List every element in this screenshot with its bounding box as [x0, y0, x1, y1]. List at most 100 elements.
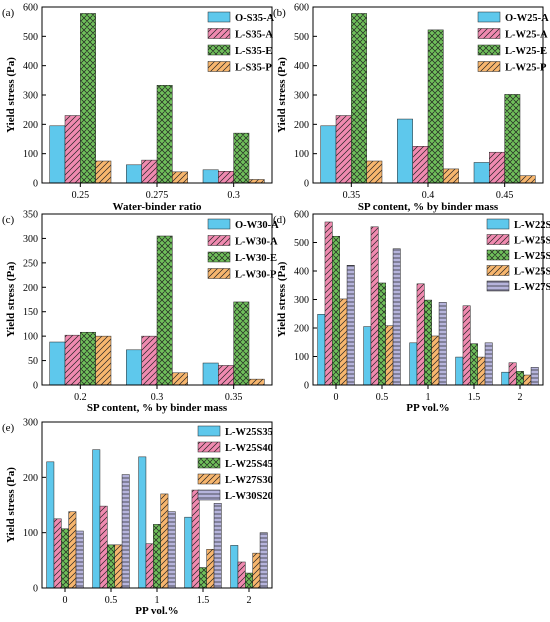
bar-L-S35-E-0.3: [233, 132, 250, 184]
bar-L-W27S30-0: [68, 511, 77, 589]
y-tick-label: 600: [23, 3, 38, 14]
legend-label: L-W25S40: [514, 251, 550, 262]
legend-label: L-S35-P: [235, 63, 272, 74]
chart-panel-4: 0 100 200 300 0 0.5 1 1.5 2 PP vol.% Yield stress …: [2, 418, 273, 618]
bar-L-W25-E-0.4: [427, 29, 444, 184]
legend-swatch: [486, 249, 510, 261]
bar-L-W25-A-0.4: [412, 146, 429, 184]
bar-L-W25S40-0.5: [99, 505, 108, 589]
legend-swatch: [207, 268, 231, 279]
bar-L-W25S40-1.5: [470, 343, 478, 386]
panel-label: (b): [273, 7, 286, 19]
bar-L-W27S30-1: [438, 302, 447, 386]
bar-L-S35-P-0.3: [248, 179, 265, 184]
bar-O-W25-A-0.45: [473, 162, 490, 184]
bar-L-W25S35-0.5: [92, 449, 101, 589]
y-tick-label: 400: [294, 267, 309, 278]
bar-L-W25S40-0: [53, 518, 62, 589]
y-tick-label: 600: [294, 3, 309, 14]
legend-label: O-S35-A: [235, 13, 275, 24]
bar-L-W25S40-2: [237, 561, 246, 589]
panel-label: (d): [273, 214, 286, 226]
bar-L-S35-P-0.275: [172, 171, 188, 184]
legend-label: L-S35-E: [235, 46, 272, 57]
y-axis-label: Yield stress (Pa): [5, 261, 17, 337]
legend-swatch: [477, 28, 501, 39]
bar-L-W25S35-0: [324, 221, 333, 386]
legend-label: L-W25S45: [514, 267, 550, 278]
bar-L-W27S30-0: [346, 265, 355, 386]
bar-L-W25-P-0.45: [519, 175, 536, 184]
bar-O-W30-A-0.35: [202, 362, 219, 386]
bar-O-S35-A-0.275: [126, 164, 142, 184]
y-tick-label: 400: [294, 61, 309, 72]
bar-L-W25S40-0.5: [378, 282, 386, 386]
legend-label: L-W25-E: [505, 46, 547, 57]
x-tick-label: 0.35: [343, 190, 361, 201]
x-tick-label: 1.5: [468, 392, 481, 403]
bar-L-W25S45-1.5: [477, 356, 486, 386]
x-tick-label: 0.4: [422, 190, 435, 201]
x-tick-label: 1: [426, 392, 431, 403]
legend-label: L-W25S45: [225, 459, 273, 470]
bar-L-W25-E-0.45: [504, 94, 521, 184]
bar-L-W25S45-0: [339, 298, 348, 386]
y-tick-label: 0: [304, 179, 309, 190]
y-axis-label: Yield stress (Pa): [276, 57, 288, 133]
bar-L-W25S45-1: [153, 524, 161, 589]
legend-swatch: [486, 265, 510, 276]
x-tick-label: 0.3: [227, 190, 240, 201]
legend-swatch: [207, 235, 231, 246]
legend-swatch: [477, 44, 501, 56]
y-tick-label: 200: [23, 120, 38, 131]
bar-L-W25S35-1.5: [462, 305, 471, 386]
bar-O-W30-A-0.2: [49, 341, 66, 386]
y-tick-label: 100: [23, 332, 38, 343]
bar-L-W30-A-0.3: [141, 335, 158, 386]
x-tick-label: 1: [155, 595, 160, 606]
bar-L-W25-P-0.4: [443, 168, 459, 184]
x-tick-label: 0.25: [72, 190, 90, 201]
legend-label: O-W25-A: [505, 13, 549, 24]
legend-label: L-W30-E: [235, 253, 277, 264]
bar-L-W25S45-2: [523, 374, 532, 386]
y-tick-label: 200: [23, 473, 38, 484]
y-tick-label: 200: [294, 120, 309, 131]
x-tick-label: 0.35: [225, 392, 243, 403]
x-tick-label: 0: [334, 392, 339, 403]
bar-L-S35-A-0.25: [64, 115, 81, 184]
x-tick-label: 0.275: [146, 190, 169, 201]
bar-L-W27S30-0.5: [392, 248, 401, 386]
x-axis-label: SP content, % by binder mass: [87, 402, 228, 414]
y-tick-label: 350: [23, 210, 38, 221]
bar-O-W25-A-0.4: [397, 118, 413, 184]
bar-L-W30-P-0.35: [248, 378, 265, 386]
bar-L-W25-A-0.35: [335, 115, 352, 184]
y-tick-label: 400: [23, 61, 38, 72]
bar-L-W22S60-2: [501, 371, 510, 386]
x-axis-label: PP vol.%: [135, 605, 178, 617]
bar-L-W25-P-0.35: [366, 160, 383, 184]
bar-L-W27S30-2: [252, 552, 261, 589]
legend-swatch: [197, 457, 221, 469]
bar-L-W25S45-1.5: [199, 567, 207, 589]
legend-label: O-W30-A: [235, 220, 279, 231]
bar-L-S35-E-0.25: [80, 13, 96, 184]
legend-swatch: [486, 280, 510, 292]
bar-L-W25S45-2: [245, 572, 253, 589]
bar-L-S35-E-0.275: [156, 85, 173, 184]
y-tick-label: 0: [33, 584, 38, 595]
bar-L-S35-A-0.3: [218, 171, 234, 184]
bar-L-W27S30-1.5: [206, 549, 215, 589]
bar-L-W30-P-0.2: [95, 335, 112, 386]
legend-swatch: [486, 234, 510, 245]
bar-L-W27S30-1.5: [484, 342, 493, 386]
bar-O-S35-A-0.25: [49, 125, 66, 184]
legend-swatch: [207, 11, 231, 23]
legend-label: L-W30-P: [235, 270, 277, 281]
bar-L-W27S30-1: [160, 493, 169, 589]
y-tick-label: 0: [304, 381, 309, 392]
bar-L-W22S60-1.5: [455, 356, 464, 386]
x-tick-label: 0.5: [105, 595, 118, 606]
